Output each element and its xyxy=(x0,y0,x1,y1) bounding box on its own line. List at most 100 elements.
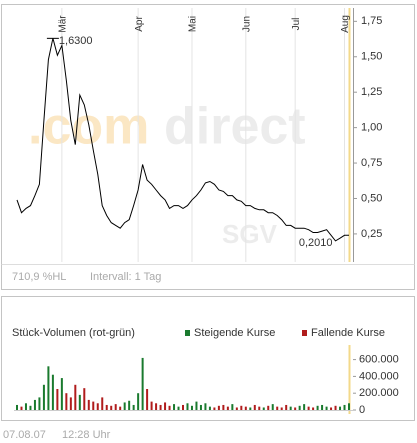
y-tick-label: 1,50 xyxy=(361,51,382,63)
y-tick-label: 1,75 xyxy=(361,15,382,27)
volume-bar xyxy=(65,393,68,410)
x-tick-label: Apr xyxy=(134,16,145,32)
volume-bar xyxy=(208,406,211,410)
volume-bar xyxy=(96,403,99,410)
legend-label: Steigende Kurse xyxy=(194,327,275,339)
volume-bar xyxy=(20,406,23,410)
volume-bar xyxy=(334,405,337,410)
volume-bar xyxy=(249,407,252,410)
legend-swatch xyxy=(185,330,190,336)
y-tick-label: 1,00 xyxy=(361,122,382,134)
volume-bar xyxy=(56,389,59,410)
volume-bar xyxy=(60,378,63,410)
volume-bar xyxy=(69,397,72,410)
volume-bar xyxy=(123,402,126,410)
volume-bar xyxy=(262,407,265,410)
volume-bar xyxy=(74,384,77,410)
y-tick-label: 0,75 xyxy=(361,157,382,169)
volume-bar xyxy=(87,399,90,410)
volume-bar xyxy=(222,404,225,410)
price-panel xyxy=(1,4,415,290)
volume-bar xyxy=(132,404,135,410)
volume-bar xyxy=(83,388,86,410)
volume-bar xyxy=(289,406,292,410)
volume-bar xyxy=(190,405,193,410)
volume-bar xyxy=(150,401,153,410)
volume-bar xyxy=(276,406,279,410)
volume-bar xyxy=(312,407,315,410)
volume-bar xyxy=(303,404,306,410)
volume-bar xyxy=(51,374,54,410)
volume-bar xyxy=(285,404,288,410)
volume-bar xyxy=(325,406,328,410)
volume-bar xyxy=(33,399,36,410)
y-tick-label: 0,50 xyxy=(361,192,382,204)
volume-bar xyxy=(114,404,117,410)
volume-bar xyxy=(204,403,207,410)
volume-bar xyxy=(16,404,18,410)
volume-bar xyxy=(253,404,256,410)
interval-label: Intervall: 1 Tag xyxy=(90,271,161,283)
volume-bar xyxy=(42,384,45,410)
y-tick-label: 200.000 xyxy=(359,387,399,399)
volume-bar xyxy=(240,405,243,410)
y-tick-label: 600.000 xyxy=(359,354,399,366)
volume-bar xyxy=(226,406,229,410)
y-tick-label: 0,25 xyxy=(361,228,382,240)
volume-bar xyxy=(78,394,81,410)
volume-bar xyxy=(244,406,247,410)
volume-bar xyxy=(137,393,140,410)
volume-bar xyxy=(321,404,324,410)
volume-bar xyxy=(146,389,149,410)
high-label: 1,6300 xyxy=(59,35,93,47)
x-tick-label: Aug xyxy=(340,15,351,33)
volume-bar xyxy=(217,405,220,410)
volume-bar xyxy=(155,403,158,410)
price-line xyxy=(16,38,349,242)
volume-bar xyxy=(307,406,310,410)
volume-bar xyxy=(199,404,202,410)
volume-bar xyxy=(294,407,297,410)
date: 07.08.07 xyxy=(3,429,46,441)
volume-bar xyxy=(177,406,180,410)
volume-bar xyxy=(110,405,113,410)
x-tick-label: Jun xyxy=(241,16,252,32)
volume-panel xyxy=(1,296,415,421)
volume-bar xyxy=(213,407,216,410)
volume-bar xyxy=(348,403,350,410)
volume-title: Stück-Volumen (rot-grün) xyxy=(12,327,135,339)
volume-bar xyxy=(101,397,104,410)
x-tick-label: Jul xyxy=(291,18,302,31)
volume-bar xyxy=(258,406,261,410)
volume-bar xyxy=(47,366,50,410)
low-label: 0,2010 xyxy=(299,237,333,249)
volume-bar xyxy=(316,405,319,410)
volume-bar xyxy=(235,407,238,410)
volume-bar xyxy=(29,405,32,410)
volume-bar xyxy=(168,405,171,410)
volume-bar xyxy=(195,401,198,410)
volume-bar xyxy=(128,400,131,410)
volume-bar xyxy=(271,404,274,410)
legend-swatch xyxy=(302,330,307,336)
range-label: 710,9 %HL xyxy=(12,271,66,283)
y-tick-label: 0 xyxy=(359,404,365,416)
watermark: SGV xyxy=(222,219,278,249)
volume-bar xyxy=(164,402,167,410)
volume-bar xyxy=(105,404,108,410)
volume-bar xyxy=(298,405,301,410)
volume-bar xyxy=(231,404,234,410)
time: 12:28 Uhr xyxy=(62,429,111,441)
x-tick-label: Mai xyxy=(188,16,199,32)
volume-bar xyxy=(330,407,333,410)
watermark: direct xyxy=(164,98,306,156)
volume-bar xyxy=(24,403,27,410)
volume-bar xyxy=(280,407,283,410)
volume-bar xyxy=(159,404,162,410)
y-tick-label: 400.000 xyxy=(359,370,399,382)
legend-label: Fallende Kurse xyxy=(311,327,385,339)
volume-bar xyxy=(343,404,346,410)
y-tick-label: 1,25 xyxy=(361,86,382,98)
volume-bar xyxy=(38,397,41,410)
